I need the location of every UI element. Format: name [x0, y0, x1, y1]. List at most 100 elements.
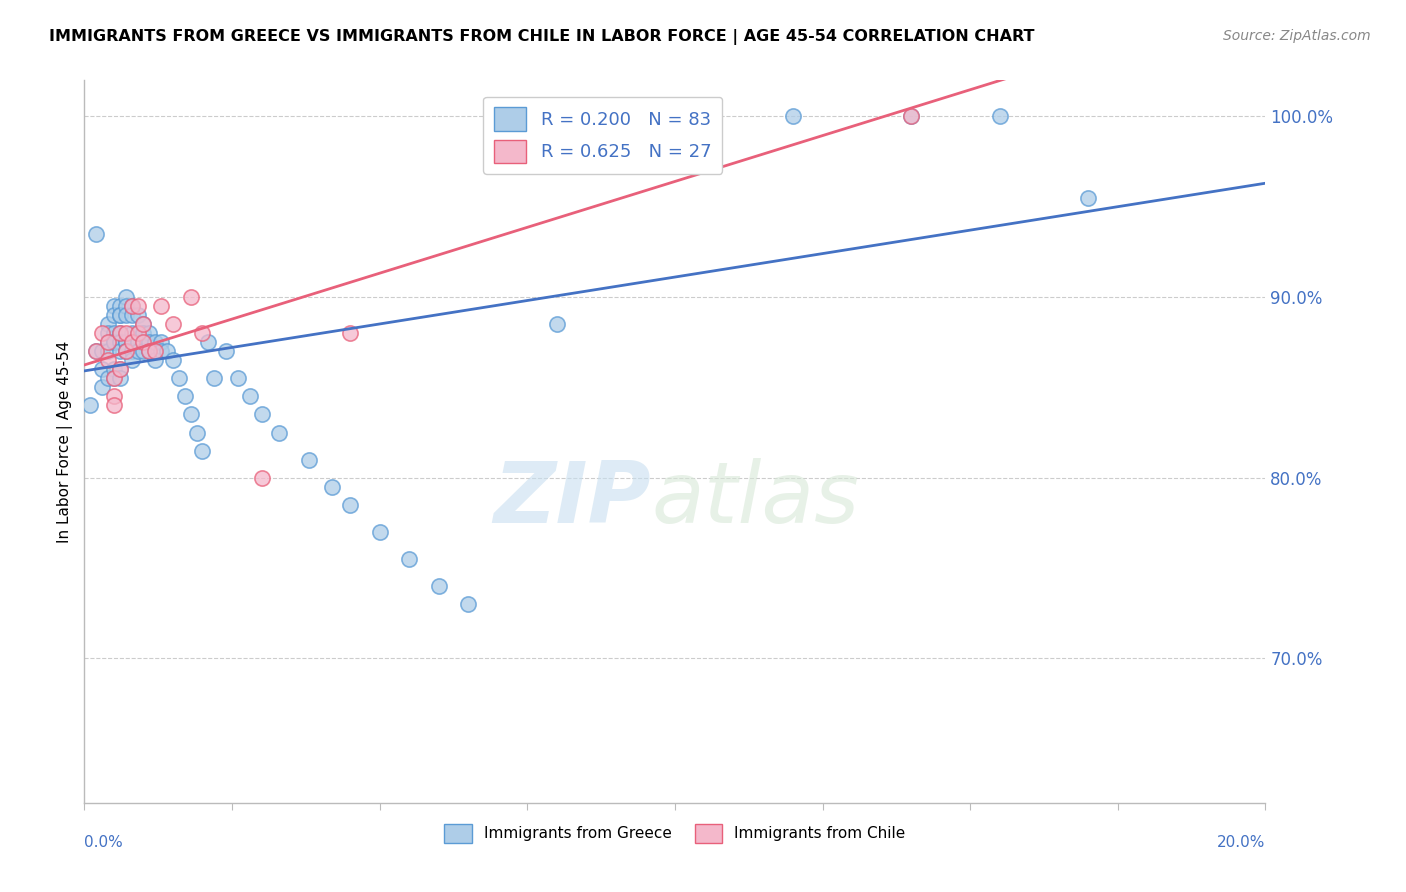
Point	[250, 408, 273, 422]
Point	[132, 344, 155, 359]
Point	[127, 308, 149, 322]
Point	[84, 227, 107, 241]
Point	[180, 408, 202, 422]
Text: 0.0%: 0.0%	[84, 835, 124, 850]
Point	[339, 498, 361, 512]
Point	[121, 308, 143, 322]
Point	[108, 371, 131, 385]
Point	[103, 389, 125, 403]
Point	[150, 344, 173, 359]
Point	[180, 290, 202, 304]
Point	[143, 335, 166, 350]
Point	[239, 389, 262, 403]
Point	[91, 380, 114, 394]
Point	[143, 344, 166, 359]
Point	[121, 353, 143, 368]
Point	[1077, 191, 1099, 205]
Text: atlas: atlas	[651, 458, 859, 541]
Point	[215, 344, 238, 359]
Point	[97, 317, 120, 331]
Point	[114, 344, 136, 359]
Point	[97, 326, 120, 341]
Text: ZIP: ZIP	[494, 458, 651, 541]
Point	[97, 344, 120, 359]
Point	[250, 470, 273, 484]
Point	[103, 308, 125, 322]
Point	[132, 317, 155, 331]
Point	[84, 344, 107, 359]
Point	[121, 344, 143, 359]
Point	[138, 326, 160, 341]
Point	[127, 299, 149, 313]
Point	[321, 480, 343, 494]
Point	[150, 335, 173, 350]
Point	[162, 353, 184, 368]
Point	[79, 398, 101, 412]
Point	[121, 335, 143, 350]
Point	[173, 389, 195, 403]
Text: IMMIGRANTS FROM GREECE VS IMMIGRANTS FROM CHILE IN LABOR FORCE | AGE 45-54 CORRE: IMMIGRANTS FROM GREECE VS IMMIGRANTS FRO…	[49, 29, 1035, 45]
Point	[900, 109, 922, 123]
Point	[91, 362, 114, 376]
Point	[108, 326, 131, 341]
Point	[782, 109, 804, 123]
Point	[127, 344, 149, 359]
Point	[114, 299, 136, 313]
Point	[202, 371, 225, 385]
Point	[197, 335, 219, 350]
Point	[97, 335, 120, 350]
Point	[138, 335, 160, 350]
Point	[121, 326, 143, 341]
Text: 20.0%: 20.0%	[1218, 835, 1265, 850]
Point	[546, 317, 568, 331]
Point	[97, 371, 120, 385]
Point	[269, 425, 291, 440]
Point	[114, 326, 136, 341]
Point	[664, 109, 686, 123]
Point	[114, 335, 136, 350]
Point	[121, 335, 143, 350]
Point	[108, 362, 131, 376]
Point	[84, 344, 107, 359]
Point	[156, 344, 179, 359]
Point	[900, 109, 922, 123]
Point	[108, 308, 131, 322]
Point	[108, 344, 131, 359]
Point	[664, 109, 686, 123]
Point	[114, 290, 136, 304]
Text: Source: ZipAtlas.com: Source: ZipAtlas.com	[1223, 29, 1371, 44]
Point	[398, 552, 420, 566]
Point	[108, 335, 131, 350]
Point	[186, 425, 208, 440]
Point	[427, 579, 450, 593]
Point	[103, 398, 125, 412]
Point	[114, 335, 136, 350]
Point	[103, 371, 125, 385]
Point	[91, 326, 114, 341]
Point	[121, 299, 143, 313]
Point	[162, 317, 184, 331]
Point	[150, 299, 173, 313]
Y-axis label: In Labor Force | Age 45-54: In Labor Force | Age 45-54	[58, 341, 73, 542]
Point	[103, 299, 125, 313]
Point	[103, 362, 125, 376]
Point	[457, 597, 479, 611]
Point	[167, 371, 190, 385]
Point	[138, 344, 160, 359]
Point	[132, 326, 155, 341]
Point	[103, 326, 125, 341]
Point	[226, 371, 249, 385]
Point	[605, 109, 627, 123]
Point	[108, 326, 131, 341]
Point	[114, 308, 136, 322]
Point	[127, 326, 149, 341]
Point	[108, 362, 131, 376]
Point	[97, 353, 120, 368]
Point	[103, 335, 125, 350]
Point	[191, 443, 214, 458]
Point	[339, 326, 361, 341]
Point	[132, 335, 155, 350]
Point	[191, 326, 214, 341]
Point	[114, 344, 136, 359]
Point	[108, 308, 131, 322]
